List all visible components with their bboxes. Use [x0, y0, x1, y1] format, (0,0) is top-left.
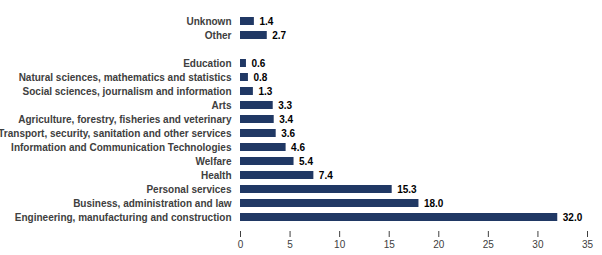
svg-text:20: 20	[433, 239, 445, 250]
svg-text:5: 5	[287, 239, 293, 250]
svg-text:3.3: 3.3	[278, 100, 292, 111]
svg-text:Welfare: Welfare	[196, 156, 232, 167]
svg-text:18.0: 18.0	[424, 198, 444, 209]
svg-text:Social sciences, journalism an: Social sciences, journalism and informat…	[23, 86, 232, 97]
svg-text:Agriculture, forestry, fisheri: Agriculture, forestry, fisheries and vet…	[18, 114, 232, 125]
svg-text:Arts: Arts	[211, 100, 231, 111]
svg-text:Unknown: Unknown	[187, 16, 232, 27]
svg-text:Other: Other	[205, 30, 232, 41]
svg-text:3.6: 3.6	[281, 128, 295, 139]
svg-text:1.3: 1.3	[258, 86, 272, 97]
svg-text:32.0: 32.0	[563, 212, 583, 223]
svg-text:1.4: 1.4	[259, 16, 273, 27]
svg-text:10: 10	[334, 239, 346, 250]
svg-text:25: 25	[483, 239, 495, 250]
svg-text:2.7: 2.7	[272, 30, 286, 41]
svg-text:0: 0	[238, 239, 244, 250]
svg-text:15: 15	[384, 239, 396, 250]
svg-text:Transport, security, sanitatio: Transport, security, sanitation and othe…	[0, 128, 232, 139]
svg-text:Health: Health	[201, 170, 232, 181]
svg-text:0.8: 0.8	[253, 72, 267, 83]
svg-text:Personal services: Personal services	[146, 184, 231, 195]
svg-text:15.3: 15.3	[397, 184, 417, 195]
svg-text:4.6: 4.6	[291, 142, 305, 153]
svg-text:30: 30	[532, 239, 544, 250]
svg-text:0.6: 0.6	[251, 58, 265, 69]
svg-text:Education: Education	[183, 58, 231, 69]
svg-text:35: 35	[582, 239, 594, 250]
svg-text:Natural sciences, mathematics: Natural sciences, mathematics and statis…	[19, 72, 232, 83]
svg-text:Engineering, manufacturing and: Engineering, manufacturing and construct…	[15, 212, 232, 223]
svg-text:5.4: 5.4	[299, 156, 313, 167]
svg-text:Business, administration and l: Business, administration and law	[73, 198, 232, 209]
svg-text:7.4: 7.4	[319, 170, 333, 181]
svg-text:3.4: 3.4	[279, 114, 293, 125]
svg-text:Information and Communication: Information and Communication Technologi…	[11, 142, 232, 153]
